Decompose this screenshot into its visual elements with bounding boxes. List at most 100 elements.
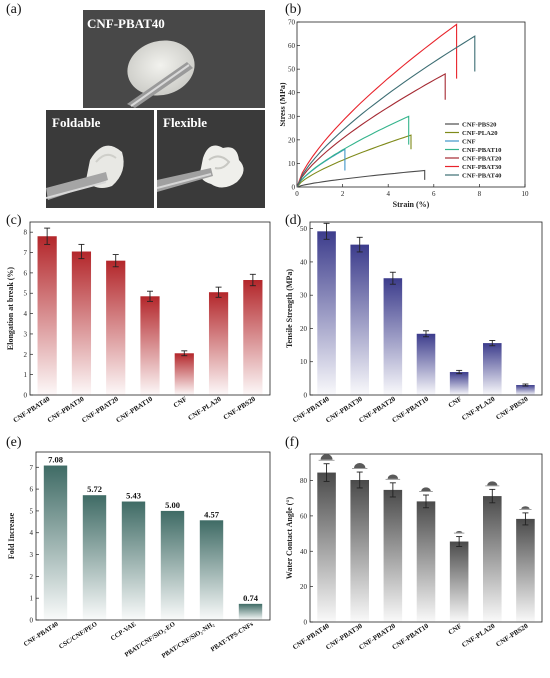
x-tick-label: CSC/CNF/PEO: [58, 621, 99, 651]
plot-frame: [296, 21, 526, 188]
x-tick-label: 8: [478, 190, 482, 198]
y-tick-label: 30: [300, 292, 308, 300]
y-tick-label: 40: [288, 89, 296, 97]
film-illustration-folded: [46, 145, 124, 200]
y-tick-label: 7: [30, 464, 34, 472]
y-tick-label: 1: [30, 595, 34, 603]
bar-cnf-pbat40: [43, 465, 68, 620]
bar-cnf-pbat30: [350, 244, 369, 395]
y-tick-label: 3: [30, 551, 34, 559]
bar-pbat-cnf-sio-nh-: [199, 520, 224, 620]
bar-cnf-pbat20: [106, 260, 126, 395]
y-tick-label: 0: [30, 617, 34, 625]
bar-cnf-pbat20: [383, 489, 403, 622]
series-line-cnf-pbat30: [296, 23, 458, 188]
y-tick-label: 20: [300, 583, 308, 591]
y-tick-label: 4: [24, 310, 28, 318]
bar-cnf-pla20: [483, 496, 502, 622]
x-tick-label: CNF-PBAT10: [391, 622, 431, 652]
film-illustration-crumpled: [157, 145, 244, 192]
bar-cnf-pbat40: [317, 231, 336, 395]
data-label: 0.74: [243, 593, 259, 603]
bar-cnf-pbat20: [383, 278, 403, 395]
x-tick-label: CNF-PBAT40: [23, 620, 60, 648]
x-tick-label: CCP-VAE: [110, 620, 138, 642]
bar-cnf-pla20: [208, 292, 229, 395]
x-tick-label: 2: [341, 190, 345, 198]
x-tick-label: CNF: [172, 395, 188, 410]
x-tick-label: CNF: [447, 622, 463, 637]
y-axis-label: Stress (MPa): [280, 82, 287, 126]
bar-cnf: [449, 541, 469, 622]
y-tick-label: 2: [24, 351, 28, 359]
bar-cnf-pbat40: [317, 472, 336, 622]
panel-label-f: (f): [285, 435, 299, 450]
y-tick-label: 2: [30, 573, 34, 581]
data-label: 4.57: [204, 509, 220, 519]
y-tick-label: 5: [24, 290, 28, 298]
x-tick-label: CNF-PBS20: [494, 395, 529, 422]
chart-fold-increase: 0 1 2 3 4 5 6 7 Fold Increase 7.08 CNF-PBAT40 5.72 C…: [7, 451, 271, 660]
y-tick-label: 7: [24, 249, 28, 257]
bar-ccp-vae: [121, 501, 146, 620]
photo-flexible: Flexible: [157, 110, 265, 208]
bar-cnf-pbs20: [243, 280, 263, 395]
bar-cnf-pbat10: [416, 333, 436, 395]
photo-flexible-caption: Flexible: [163, 115, 208, 130]
droplet-icon: [387, 474, 399, 479]
y-tick-label: 80: [300, 477, 308, 485]
bar-cnf-pbs20: [516, 518, 535, 622]
x-tick-label: CNF-PBAT20: [80, 395, 120, 425]
x-tick-label: CNF-PBS20: [222, 395, 257, 422]
bar-cnf-pla20: [483, 343, 502, 395]
y-tick-label: 10: [300, 358, 308, 366]
photo-foldable: Foldable: [46, 110, 154, 208]
series-line-cnf-pbat20: [296, 72, 446, 188]
bar-cnf-pbs20: [516, 385, 535, 395]
data-label: 5.72: [87, 484, 102, 494]
panel-label-e: (e): [6, 435, 22, 450]
x-tick-label: CNF-PBAT10: [115, 395, 155, 425]
x-tick-label: CNF-PLA20: [460, 622, 496, 650]
bar-cnf: [449, 372, 469, 395]
y-tick-label: 0: [292, 184, 296, 192]
y-axis-label: Fold Increase: [7, 512, 16, 559]
x-tick-label: PBAT-TPS-CNFs: [210, 621, 255, 654]
y-tick-label: 50: [288, 66, 296, 74]
x-axis-label: Strain (%): [393, 200, 430, 209]
y-tick-label: 70: [288, 19, 296, 27]
bar-cnf: [174, 353, 194, 395]
photo-foldable-caption: Foldable: [52, 115, 101, 130]
legend-label: CNF: [462, 139, 476, 146]
data-label: 5.43: [126, 491, 141, 501]
x-tick-label: 10: [522, 190, 530, 198]
x-tick-label: CNF-PLA20: [187, 395, 223, 423]
panel-label-c: (c): [6, 213, 22, 228]
chart-elongation: 0 1 2 3 4 5 6 7 8 Elongation at break (%) CNF-PBAT…: [6, 221, 271, 425]
legend-label: CNF-PBAT10: [462, 147, 502, 154]
series-line-cnf-pbat10: [296, 115, 410, 188]
legend-label: CNF-PLA20: [462, 130, 498, 137]
y-tick-label: 60: [288, 42, 296, 50]
y-tick-label: 5: [30, 507, 34, 515]
x-tick-label: 0: [295, 190, 299, 198]
droplet-icon: [320, 454, 333, 460]
x-tick-label: 6: [432, 190, 436, 198]
legend-label: CNF-PBS20: [462, 122, 497, 129]
chart-tensile-strength: 0 10 20 30 40 50 Tensile Strength (MPa) CNF-PBA…: [285, 221, 543, 424]
panel-label-a: (a): [6, 2, 22, 17]
y-tick-label: 40: [300, 548, 308, 556]
droplet-icon: [421, 487, 431, 492]
series-line-cnf-pla20: [296, 134, 412, 188]
x-tick-label: CNF-PBS20: [494, 622, 529, 649]
y-tick-label: 0: [24, 392, 28, 400]
data-label: 7.08: [48, 455, 63, 465]
panel-label-d: (d): [285, 213, 302, 228]
y-tick-label: 4: [30, 529, 34, 537]
y-tick-label: 50: [300, 225, 308, 233]
bar-csc-cnf-peo: [82, 495, 107, 620]
y-axis-label: Water Contact Angle (°): [285, 496, 294, 579]
film-illustration-main: [127, 40, 195, 108]
y-tick-label: 0: [304, 619, 308, 627]
droplet-icon: [521, 506, 530, 509]
